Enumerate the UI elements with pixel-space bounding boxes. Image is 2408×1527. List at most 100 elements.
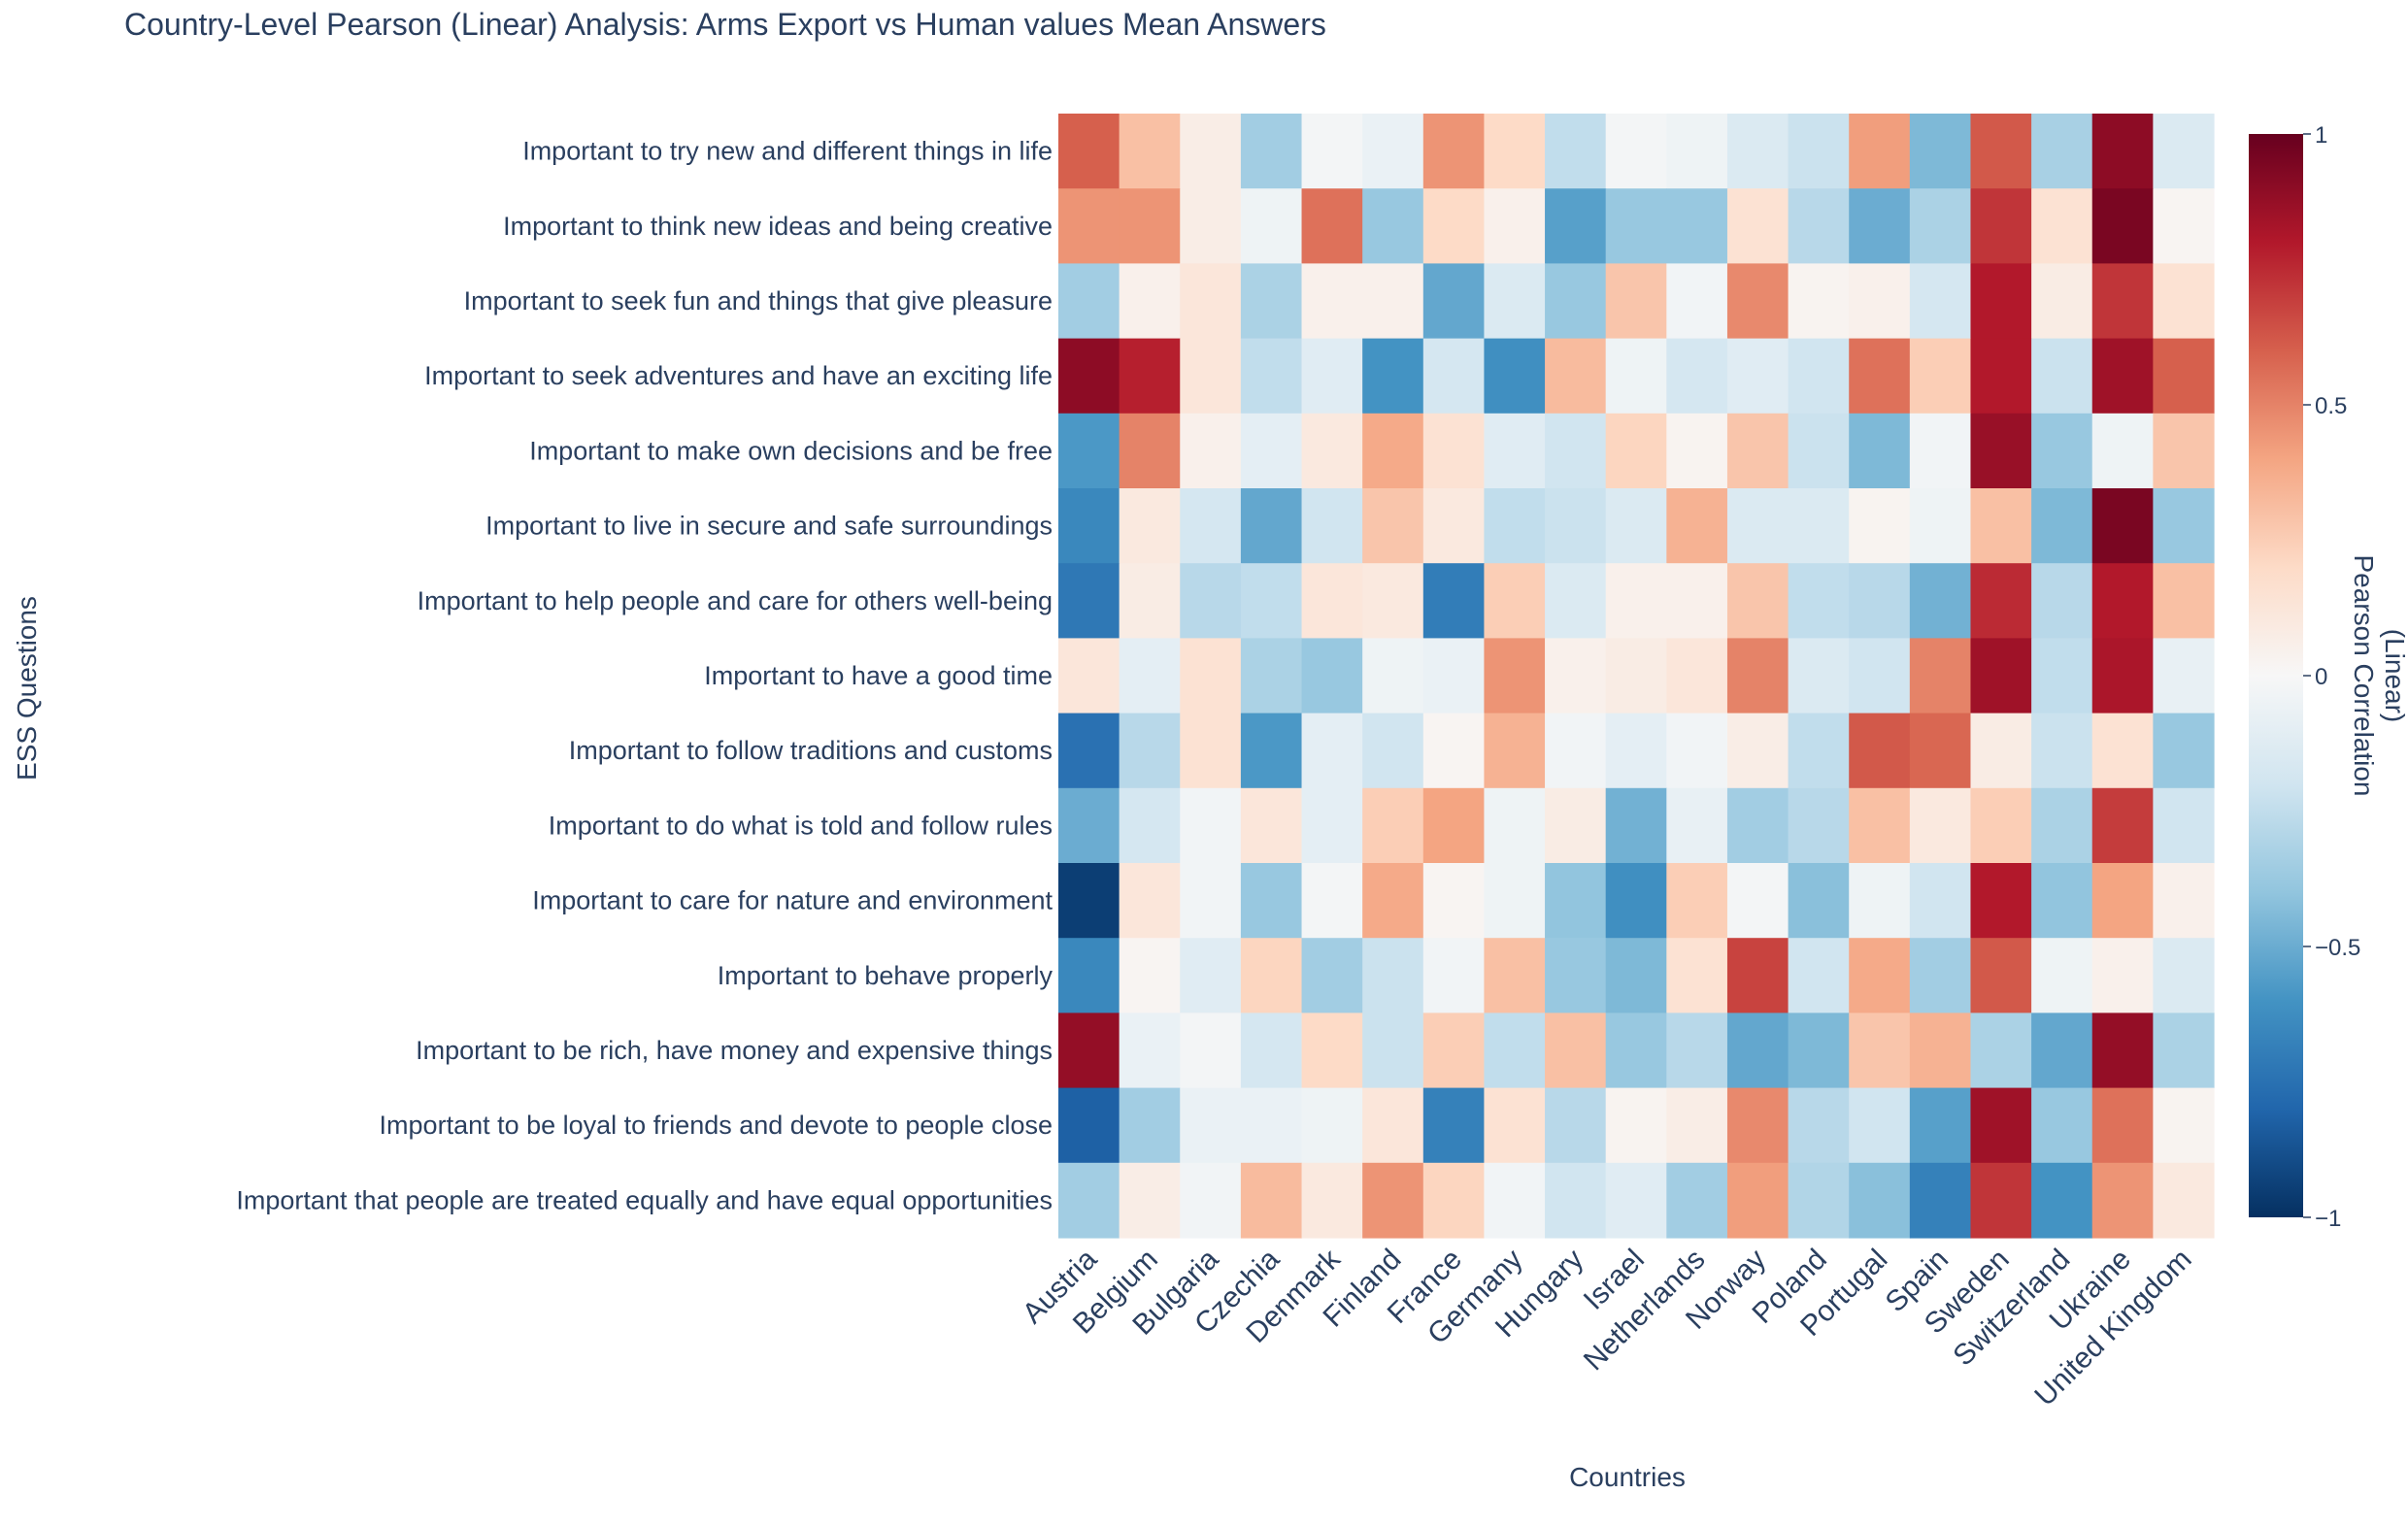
heatmap-cell (1788, 938, 1850, 1013)
heatmap-cell (1545, 713, 1607, 789)
heatmap-cell (1909, 863, 1972, 939)
heatmap-cell (1849, 338, 1911, 415)
heatmap-cell (2153, 787, 2215, 864)
heatmap-cell (1484, 263, 1546, 340)
heatmap-cell (1180, 188, 1242, 264)
heatmap-cell (1726, 188, 1789, 264)
heatmap-cell (1119, 1162, 1181, 1239)
heatmap-cell (1362, 1012, 1424, 1089)
heatmap-cell (1058, 188, 1120, 264)
heatmap-cell (1240, 1012, 1303, 1089)
heatmap-cell (2031, 713, 2093, 789)
heatmap-cell (1970, 563, 2032, 639)
heatmap-cell (1909, 1087, 1972, 1164)
heatmap-cell (1605, 938, 1667, 1013)
heatmap-cell (2153, 413, 2215, 489)
heatmap-cell (1909, 413, 1972, 489)
heatmap-cell (1180, 338, 1242, 415)
heatmap-cell (1484, 638, 1546, 714)
heatmap-cell (1422, 1012, 1486, 1089)
heatmap-cell (1058, 114, 1120, 189)
heatmap-cell (1058, 413, 1120, 489)
heatmap-cell (1666, 114, 1728, 189)
heatmap-cell (1788, 1162, 1850, 1239)
heatmap-cell (1422, 488, 1486, 564)
heatmap-cell (1726, 938, 1789, 1013)
heatmap-cell (1970, 863, 2032, 939)
y-tick-labels: Important to try new and different thing… (236, 137, 1053, 1215)
heatmap-cell (1545, 114, 1607, 189)
heatmap-cell (1362, 638, 1424, 714)
heatmap-cell (1970, 114, 2032, 189)
heatmap-cell (1909, 638, 1972, 714)
colorbar-tick-label: 0.5 (2315, 393, 2347, 419)
heatmap-cell (1362, 713, 1424, 789)
heatmap-cell (1119, 338, 1181, 415)
heatmap-cell (1180, 563, 1242, 639)
heatmap-cell (1726, 263, 1789, 340)
heatmap-cell (1788, 114, 1850, 189)
heatmap-cell (2153, 188, 2215, 264)
heatmap-cell (1545, 488, 1607, 564)
heatmap-cell (1422, 1162, 1486, 1239)
heatmap-cell (1422, 1087, 1486, 1164)
heatmap-cell (1970, 413, 2032, 489)
y-axis-title: ESS Questions (12, 596, 42, 780)
heatmap-cell (2031, 338, 2093, 415)
heatmap-cell (1849, 114, 1911, 189)
heatmap-cell (1788, 188, 1850, 264)
colorbar-tick-label: 1 (2315, 122, 2327, 149)
heatmap-cell (2091, 1087, 2154, 1164)
heatmap-cell (1362, 938, 1424, 1013)
heatmap-cell (1484, 114, 1546, 189)
heatmap-cell (1726, 863, 1789, 939)
heatmap-cell (2153, 1087, 2215, 1164)
heatmap-cell (1666, 413, 1728, 489)
heatmap-cell (1726, 713, 1789, 789)
heatmap-cell (1058, 787, 1120, 864)
heatmap-cell (1240, 563, 1303, 639)
heatmap-cell (1545, 1162, 1607, 1239)
colorbar (2249, 134, 2303, 1217)
heatmap-cell (1849, 938, 1911, 1013)
heatmap-cell (2091, 114, 2154, 189)
heatmap-cell (2091, 938, 2154, 1013)
heatmap-cell (2091, 188, 2154, 264)
y-tick-label: Important to help people and care for ot… (418, 586, 1053, 615)
heatmap-cell (1545, 563, 1607, 639)
heatmap-cell (1909, 1012, 1972, 1089)
heatmap-cell (1484, 938, 1546, 1013)
heatmap-cell (1058, 713, 1120, 789)
y-tick-label: Important to care for nature and environ… (532, 886, 1053, 915)
heatmap-cell (1970, 787, 2032, 864)
heatmap-cell (1301, 263, 1363, 340)
colorbar-title-line2: (Linear) (2380, 629, 2408, 722)
heatmap-cell (1605, 713, 1667, 789)
heatmap-cell (1362, 114, 1424, 189)
heatmap-cell (2091, 1012, 2154, 1089)
heatmap-cell (1422, 863, 1486, 939)
heatmap-cell (1849, 638, 1911, 714)
heatmap-cell (1666, 638, 1728, 714)
heatmap-cell (1362, 563, 1424, 639)
heatmap-cell (1970, 338, 2032, 415)
heatmap-cell (1058, 638, 1120, 714)
heatmap-cell (1180, 263, 1242, 340)
heatmap-cell (1119, 263, 1181, 340)
heatmap-cell (1119, 1012, 1181, 1089)
heatmap-cell (1605, 338, 1667, 415)
heatmap-cell (1484, 1162, 1546, 1239)
y-tick-label: Important to think new ideas and being c… (503, 212, 1053, 241)
heatmap-cell (1484, 1012, 1546, 1089)
heatmap-cell (2091, 863, 2154, 939)
heatmap-cell (1119, 188, 1181, 264)
heatmap-cell (2031, 413, 2093, 489)
heatmap-cell (1970, 488, 2032, 564)
heatmap-cell (1970, 938, 2032, 1013)
heatmap-cell (1240, 188, 1303, 264)
heatmap-cell (1605, 188, 1667, 264)
heatmap-cell (1726, 638, 1789, 714)
heatmap-cell (1058, 863, 1120, 939)
heatmap-cell (2031, 1162, 2093, 1239)
